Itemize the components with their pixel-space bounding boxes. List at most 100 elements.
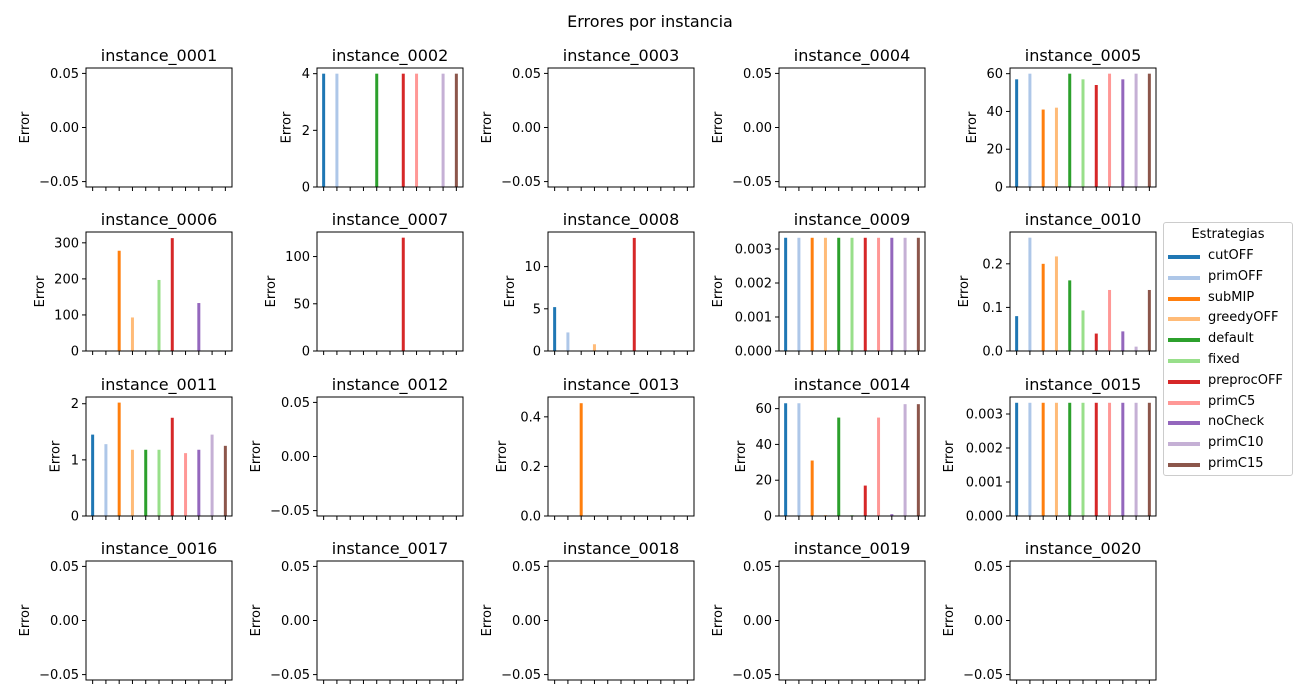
bar: [1041, 263, 1045, 351]
legend: Estrategias cutOFF primOFF subMIP greedyOFF…: [1163, 222, 1293, 476]
y-axis-label: Error: [503, 275, 518, 307]
y-tick-label: 0.001: [735, 311, 772, 326]
bar: [170, 417, 174, 516]
bar: [401, 73, 405, 187]
y-tick-label: 0.05: [281, 560, 310, 575]
y-tick-label: 0.001: [966, 476, 1003, 491]
legend-label: greedyOFF: [1208, 310, 1279, 326]
subplot-instance_0005: instance_0005 0 20 40 60 Error: [965, 46, 1157, 196]
y-axis-label: Error: [711, 275, 726, 307]
subplot-grid: instance_0001−0.050.000.05Errorinstance_…: [18, 46, 1157, 684]
y-tick-label: 0: [71, 345, 79, 360]
bar: [1028, 73, 1032, 187]
legend-label: noCheck: [1208, 414, 1265, 430]
bar: [797, 237, 801, 351]
axes-frame: [778, 67, 926, 188]
bar: [1081, 310, 1085, 351]
bar: [863, 485, 867, 516]
y-tick-label: 5: [533, 302, 541, 317]
bar: [863, 237, 867, 351]
legend-label: subMIP: [1208, 289, 1255, 305]
subplot-instance_0006: instance_0006 0 100 200 300 Error: [33, 210, 233, 360]
bar: [1028, 402, 1032, 516]
legend-swatch: [1168, 463, 1200, 467]
bar: [1041, 109, 1045, 187]
subplot-instance_0015: instance_0015 0.000 0.001 0.002 0.003 Error: [942, 375, 1157, 525]
y-tick-label: 100: [285, 250, 310, 265]
bar: [837, 237, 841, 351]
bar: [1081, 79, 1085, 187]
bar: [916, 237, 920, 351]
subplot-instance_0010: instance_0010 0.0 0.1 0.2 Error: [957, 210, 1157, 360]
bar: [1147, 402, 1151, 516]
bar: [553, 307, 557, 351]
legend-label: preprocOFF: [1208, 372, 1283, 388]
bar: [823, 237, 827, 351]
y-axis-label: Error: [965, 111, 980, 143]
bar: [810, 237, 814, 351]
y-tick-label: −0.05: [39, 668, 79, 683]
y-tick-label: 0: [995, 181, 1003, 196]
y-tick-label: −0.05: [270, 504, 310, 519]
legend-swatch: [1168, 317, 1200, 322]
bar: [1094, 333, 1098, 351]
axes-frame: [316, 67, 464, 188]
legend-label: primC10: [1208, 435, 1264, 451]
subplot-instance_0008: instance_0008 0 5 10 Error: [503, 210, 695, 360]
y-axis-label: Error: [18, 604, 33, 636]
y-tick-label: 0.002: [966, 442, 1003, 457]
y-axis-label: Error: [495, 440, 510, 472]
subplot-instance_0012: instance_0012 −0.05 0.00 0.05 Error: [249, 375, 464, 520]
axes-frame: [85, 560, 233, 681]
bar: [1134, 73, 1138, 187]
bar: [197, 449, 201, 516]
subplot-title: instance_0013: [563, 375, 680, 395]
subplot-title: instance_0003: [563, 46, 680, 66]
y-tick-label: −0.05: [39, 175, 79, 190]
y-axis-label: Error: [957, 275, 972, 307]
legend-label: primC5: [1208, 393, 1256, 409]
subplot-title: instance_0020: [1025, 539, 1142, 559]
bar: [877, 417, 881, 516]
y-tick-label: 60: [755, 402, 772, 417]
bar: [1068, 73, 1072, 187]
subplot-title: instance_0006: [101, 210, 218, 230]
subplot-title: instance_0002: [332, 46, 449, 66]
y-tick-label: 0.0: [520, 510, 541, 525]
subplot-title: instance_0014: [794, 375, 911, 395]
subplot-instance_0007: instance_0007 0 50 100 Error: [264, 210, 464, 360]
bar: [441, 73, 445, 187]
bar: [1108, 73, 1112, 187]
bar: [184, 453, 188, 516]
y-tick-label: 20: [755, 474, 772, 489]
bar: [197, 303, 201, 351]
bar: [566, 332, 570, 351]
bar: [903, 237, 907, 351]
bar: [890, 237, 894, 351]
bar: [797, 403, 801, 516]
legend-swatch: [1168, 338, 1200, 343]
legend-label: default: [1208, 331, 1254, 347]
y-tick-label: 0.05: [512, 67, 541, 82]
bar: [592, 344, 596, 351]
y-axis-label: Error: [734, 440, 749, 472]
bar: [117, 402, 121, 516]
subplot-title: instance_0016: [101, 539, 218, 559]
y-tick-label: 40: [755, 438, 772, 453]
bar: [117, 250, 121, 351]
y-axis-label: Error: [942, 604, 957, 636]
axes-frame: [778, 396, 926, 517]
subplot-instance_0013: instance_0013 0.0 0.2 0.4 Error: [495, 375, 695, 525]
y-tick-label: 0: [764, 510, 772, 525]
bar: [130, 449, 134, 516]
bar: [1015, 316, 1019, 351]
y-tick-label: 0.0: [982, 345, 1003, 360]
subplot-title: instance_0011: [101, 375, 218, 395]
y-axis-label: Error: [249, 604, 264, 636]
bar: [837, 417, 841, 516]
y-tick-label: 0.05: [743, 560, 772, 575]
bar: [415, 73, 419, 187]
y-tick-label: 0.05: [50, 560, 79, 575]
bar: [1041, 402, 1045, 516]
bar: [157, 449, 161, 516]
